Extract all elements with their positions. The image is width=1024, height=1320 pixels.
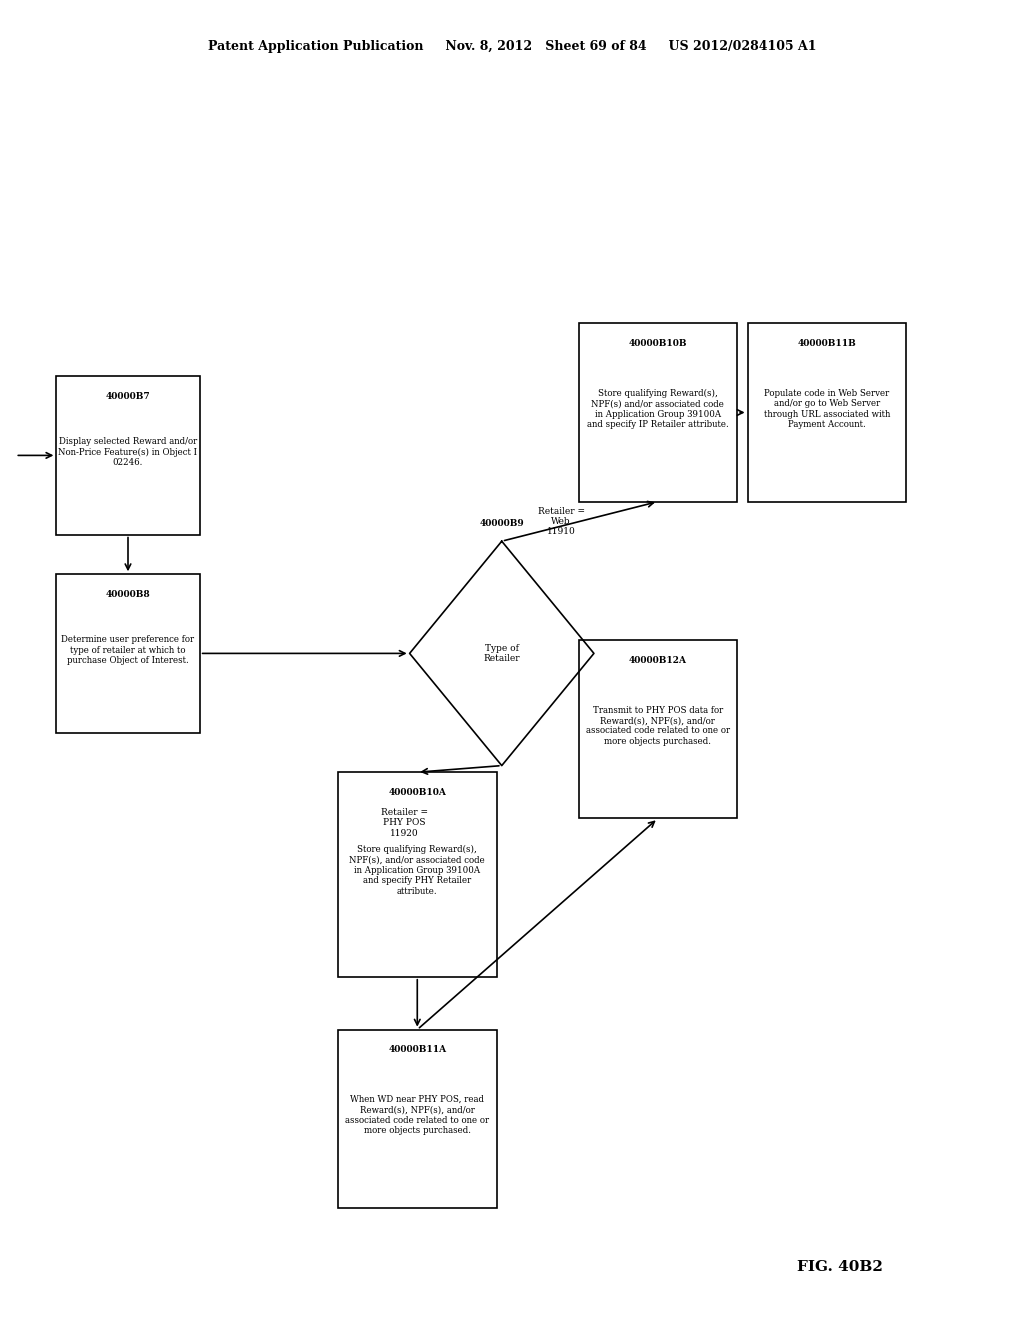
Text: FIG. 40B2: FIG. 40B2 xyxy=(797,1261,883,1274)
Text: 40000B9: 40000B9 xyxy=(479,519,524,528)
Text: 40000B11A: 40000B11A xyxy=(388,1045,446,1055)
Text: 40000B10B: 40000B10B xyxy=(629,339,687,348)
Text: Retailer =
PHY POS
11920: Retailer = PHY POS 11920 xyxy=(381,808,428,838)
Text: 40000B11B: 40000B11B xyxy=(798,339,856,348)
Text: Store qualifying Reward(s),
NPF(s), and/or associated code
in Application Group : Store qualifying Reward(s), NPF(s), and/… xyxy=(349,845,485,896)
FancyBboxPatch shape xyxy=(56,376,200,535)
FancyBboxPatch shape xyxy=(56,574,200,733)
Text: Retailer =
Web
11910: Retailer = Web 11910 xyxy=(538,507,585,536)
Text: 40000B12A: 40000B12A xyxy=(629,656,687,665)
Text: 40000B8: 40000B8 xyxy=(105,590,151,599)
Text: 40000B10A: 40000B10A xyxy=(388,788,446,797)
FancyBboxPatch shape xyxy=(748,323,906,502)
Polygon shape xyxy=(410,541,594,766)
Text: Display selected Reward and/or
Non-Price Feature(s) in Object I
02246.: Display selected Reward and/or Non-Price… xyxy=(58,437,198,467)
Text: 40000B7: 40000B7 xyxy=(105,392,151,401)
Text: Populate code in Web Server
and/or go to Web Server
through URL associated with
: Populate code in Web Server and/or go to… xyxy=(764,389,890,429)
Text: Store qualifying Reward(s),
NPF(s) and/or associated code
in Application Group 3: Store qualifying Reward(s), NPF(s) and/o… xyxy=(587,389,729,429)
FancyBboxPatch shape xyxy=(579,640,737,818)
Text: Transmit to PHY POS data for
Reward(s), NPF(s), and/or
associated code related t: Transmit to PHY POS data for Reward(s), … xyxy=(586,706,730,746)
Text: Patent Application Publication     Nov. 8, 2012   Sheet 69 of 84     US 2012/028: Patent Application Publication Nov. 8, 2… xyxy=(208,40,816,53)
FancyBboxPatch shape xyxy=(338,772,497,977)
Text: Determine user preference for
type of retailer at which to
purchase Object of In: Determine user preference for type of re… xyxy=(61,635,195,665)
FancyBboxPatch shape xyxy=(579,323,737,502)
Text: When WD near PHY POS, read
Reward(s), NPF(s), and/or
associated code related to : When WD near PHY POS, read Reward(s), NP… xyxy=(345,1096,489,1135)
Text: Type of
Retailer: Type of Retailer xyxy=(483,644,520,663)
FancyBboxPatch shape xyxy=(338,1030,497,1208)
